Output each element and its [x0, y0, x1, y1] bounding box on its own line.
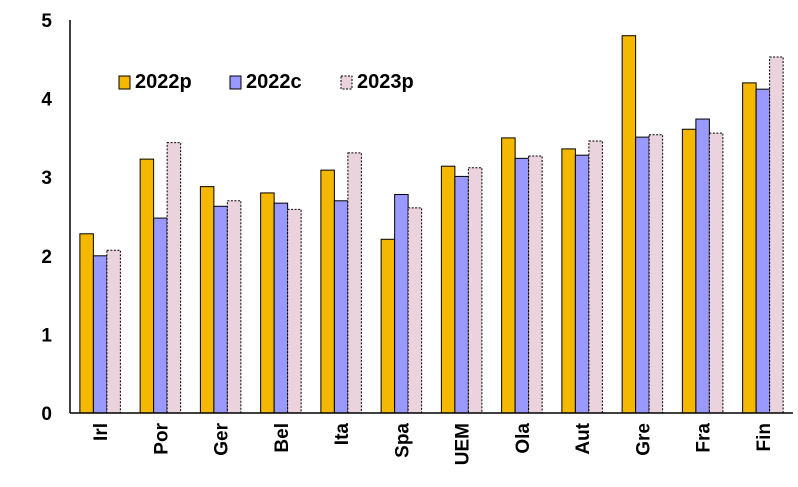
bar-2022c-Aut — [574, 154, 590, 414]
x-tick-labels: Irl Por Ger Bel Ita Spa UEM Ola Aut Gre Fra Fin — [91, 422, 775, 465]
bar-2022p-UEM — [440, 165, 456, 414]
bar-2022c-Bel — [273, 202, 289, 414]
bar-2023p-Ola — [528, 155, 543, 414]
legend-swatch-2023p — [340, 75, 353, 90]
x-tick-label: Spa — [392, 423, 413, 458]
bar-2023p-Ita — [347, 152, 362, 414]
bar-2023p-Irl — [106, 249, 121, 414]
x-tick-label: Aut — [573, 422, 594, 454]
y-tick-labels: 0 1 2 3 4 5 — [41, 11, 52, 425]
x-tick-label: Ger — [212, 422, 233, 455]
x-tick-label: Fin — [754, 423, 775, 452]
bar-2022c-Irl — [92, 255, 108, 414]
bar-2022c-Spa — [394, 193, 409, 414]
bar-2023p-Por — [166, 142, 182, 414]
bar-2022p-Fin — [742, 82, 757, 414]
bar-2023p-Spa — [407, 207, 423, 414]
x-tick-label: Por — [151, 422, 172, 454]
x-tick-label: Ola — [513, 423, 534, 454]
bar-2022c-Gre — [635, 136, 650, 414]
bar-2023p-Ger — [226, 200, 242, 414]
bar-2022p-Irl — [79, 233, 94, 414]
y-tick-label: 2 — [41, 247, 52, 268]
bar-2023p-Bel — [287, 208, 302, 414]
bar-2022p-Por — [139, 158, 155, 414]
x-tick-label: Ita — [332, 423, 353, 446]
x-tick-label: Irl — [91, 423, 112, 441]
bar-2023p-Aut — [588, 140, 603, 414]
bar-2022p-Fra — [681, 128, 697, 414]
y-tick-label: 4 — [41, 90, 52, 111]
bar-2023p-Gre — [648, 134, 664, 414]
legend-swatch-2022p — [118, 75, 131, 90]
x-tick-label: Bel — [272, 423, 293, 453]
bar-2022p-Ger — [199, 186, 215, 414]
legend: 2022p 2022c 2023p — [118, 71, 414, 93]
bar-2022p-Bel — [260, 192, 275, 414]
y-tick-label: 5 — [41, 11, 52, 32]
x-tick-label: Gre — [633, 423, 654, 456]
bar-2022p-Gre — [621, 35, 637, 414]
bar-2022c-Ola — [514, 157, 530, 414]
bar-2022p-Ita — [320, 169, 335, 414]
legend-label-2023p: 2023p — [357, 71, 414, 93]
bar-2022p-Spa — [380, 238, 396, 414]
bar-2022c-Fra — [695, 118, 710, 414]
bar-2022p-Aut — [561, 148, 576, 414]
bar-2022c-Por — [153, 217, 168, 414]
y-tick-label: 1 — [41, 325, 52, 346]
bar-2022p-Ola — [501, 137, 516, 414]
legend-label-2022c: 2022c — [246, 71, 302, 93]
bar-2023p-UEM — [467, 167, 483, 414]
bar-2023p-Fra — [708, 132, 724, 414]
x-tick-label: Fra — [694, 423, 715, 453]
bar-2023p-Fin — [769, 56, 784, 414]
bar-2022c-UEM — [454, 175, 469, 414]
bar-2022c-Ita — [333, 200, 349, 414]
legend-swatch-2022c — [229, 75, 242, 90]
bar-2022c-Fin — [755, 88, 771, 414]
y-tick-label: 3 — [41, 168, 52, 189]
bar-2022c-Ger — [213, 205, 228, 414]
y-tick-label: 0 — [41, 404, 52, 425]
legend-label-2022p: 2022p — [135, 71, 192, 93]
x-tick-label: UEM — [453, 423, 474, 465]
